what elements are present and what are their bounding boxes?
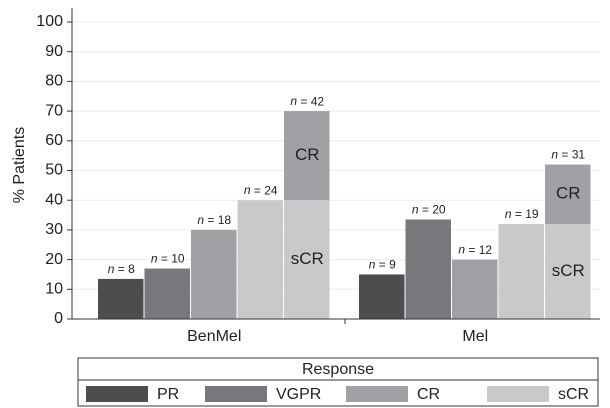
bar	[237, 200, 283, 319]
y-tick-label: 50	[45, 162, 63, 179]
legend-label: VGPR	[276, 386, 321, 403]
n-label: n = 9	[369, 258, 396, 272]
stacked-segment	[545, 164, 591, 224]
bar	[359, 274, 405, 319]
y-tick-label: 0	[54, 310, 63, 327]
legend-label: PR	[157, 386, 179, 403]
stacked-segment	[284, 111, 330, 201]
n-label: n = 31	[551, 148, 585, 162]
y-axis-label: % Patients	[11, 127, 28, 203]
n-label: n = 20	[412, 203, 446, 217]
y-tick-label: 10	[45, 281, 63, 298]
legend-box	[77, 357, 599, 407]
segment-label: sCR	[552, 261, 585, 280]
n-label: n = 19	[505, 207, 539, 221]
legend-label: CR	[417, 386, 440, 403]
segment-label: sCR	[291, 249, 324, 268]
y-tick-label: 80	[45, 73, 63, 90]
y-tick-label: 70	[45, 102, 63, 119]
legend-swatch	[86, 386, 148, 402]
bar	[98, 278, 144, 319]
y-tick-label: 30	[45, 221, 63, 238]
n-label: n = 10	[151, 252, 185, 266]
y-tick-label: 20	[45, 251, 63, 268]
x-tick-label: Mel	[462, 328, 488, 345]
bar	[498, 223, 544, 319]
y-tick-label: 90	[45, 43, 63, 60]
stacked-segment	[284, 200, 330, 319]
legend-swatch	[487, 386, 549, 402]
legend-swatch	[205, 386, 267, 402]
n-label: n = 42	[290, 94, 324, 108]
n-label: n = 12	[458, 243, 492, 257]
y-tick-label: 100	[36, 13, 63, 30]
n-label: n = 24	[244, 183, 278, 197]
bar	[144, 268, 190, 319]
n-label: n = 18	[197, 213, 231, 227]
segment-label: CR	[295, 145, 320, 164]
segment-label: CR	[556, 184, 581, 203]
y-tick-label: 40	[45, 191, 63, 208]
stacked-segment	[545, 223, 591, 319]
bar	[191, 229, 237, 319]
x-tick-label: BenMel	[187, 328, 241, 345]
legend-title: Response	[302, 361, 374, 378]
bar	[405, 219, 451, 319]
n-label: n = 8	[108, 262, 135, 276]
bar	[452, 259, 498, 319]
legend-label: sCR	[558, 386, 589, 403]
legend-swatch	[346, 386, 408, 402]
y-tick-label: 60	[45, 132, 63, 149]
